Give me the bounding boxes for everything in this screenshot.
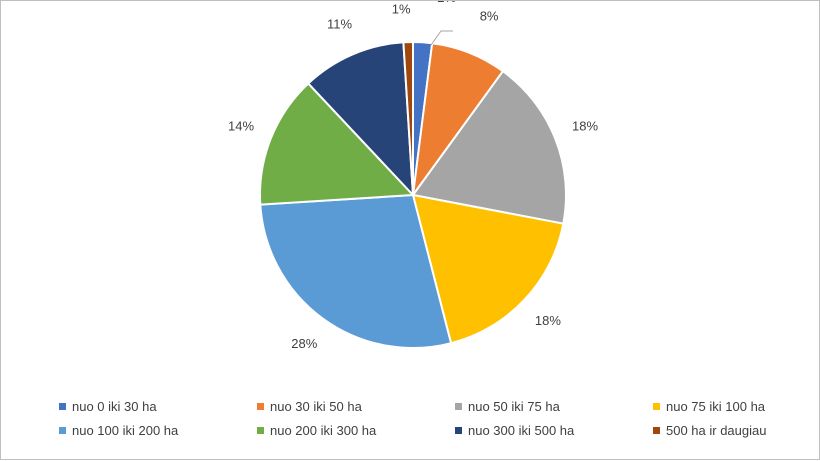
pie-data-label: 14% [228, 118, 254, 133]
legend-label: nuo 30 iki 50 ha [270, 399, 362, 414]
legend-label: nuo 200 iki 300 ha [270, 423, 377, 438]
pie-slice [259, 193, 453, 349]
legend-item: nuo 300 iki 500 ha [455, 423, 653, 438]
legend-swatch [257, 427, 264, 434]
legend-item: nuo 0 iki 30 ha [59, 399, 257, 414]
pie-slice [411, 69, 567, 225]
legend-swatch [59, 427, 66, 434]
legend-label: nuo 300 iki 500 ha [468, 423, 575, 438]
legend-swatch [59, 403, 66, 410]
leader-line [430, 30, 453, 46]
legend-swatch [653, 427, 660, 434]
legend-label: nuo 0 iki 30 ha [72, 399, 157, 414]
pie-data-label: 2% [437, 1, 456, 5]
pie-data-labels: 2% 8% 18% 18% 28% 14% 11% 1% [228, 1, 598, 351]
legend-item: nuo 30 iki 50 ha [257, 399, 455, 414]
pie-slice [411, 193, 565, 345]
pie-data-label: 1% [392, 2, 411, 17]
pie-data-label: 18% [572, 118, 598, 133]
pie-slices [258, 40, 567, 349]
legend-swatch [257, 403, 264, 410]
legend-item: nuo 75 iki 100 ha [653, 399, 799, 414]
legend-swatch [653, 403, 660, 410]
pie-slice [402, 40, 414, 196]
pie-data-label: 11% [327, 17, 352, 32]
legend-item: nuo 50 iki 75 ha [455, 399, 653, 414]
legend-label: nuo 75 iki 100 ha [666, 399, 766, 414]
legend-label: nuo 50 iki 75 ha [468, 399, 560, 414]
pie-slice [258, 82, 416, 206]
pie-data-label: 8% [480, 8, 499, 23]
legend-swatch [455, 403, 462, 410]
pie-data-label: 28% [291, 336, 317, 351]
legend-label: 500 ha ir daugiau [666, 423, 767, 438]
legend-swatch [455, 427, 462, 434]
legend-item: nuo 100 iki 200 ha [59, 423, 257, 438]
legend-label: nuo 100 iki 200 ha [72, 423, 179, 438]
legend-item: nuo 200 iki 300 ha [257, 423, 455, 438]
chart-legend: nuo 0 iki 30 ha nuo 30 iki 50 ha nuo 50 … [59, 399, 799, 438]
pie-data-label: 18% [535, 313, 561, 328]
pie-slice [306, 41, 415, 198]
legend-item: 500 ha ir daugiau [653, 423, 799, 438]
